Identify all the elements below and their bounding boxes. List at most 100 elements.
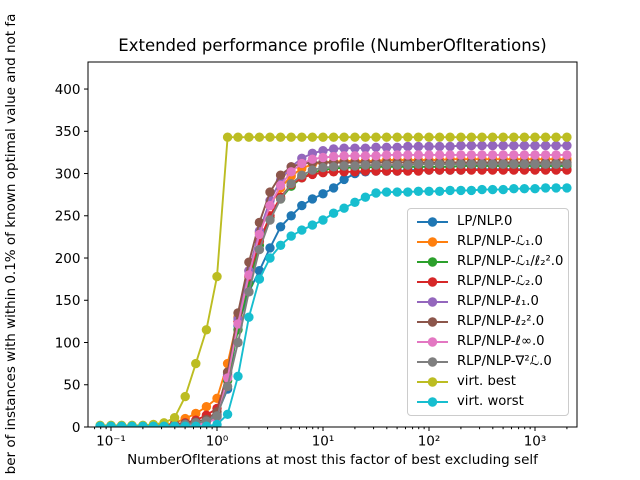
legend-label: RLP/NLP-ℓ₁.0 bbox=[457, 294, 539, 310]
data-point-marker bbox=[509, 132, 519, 142]
legend-item: LP/NLP.0 bbox=[416, 213, 568, 232]
data-point-marker bbox=[191, 358, 201, 369]
legend-item: RLP/NLP-ℓ₂².0 bbox=[416, 313, 568, 332]
data-point-marker bbox=[392, 132, 402, 142]
data-point-marker bbox=[275, 180, 286, 191]
data-point-marker bbox=[424, 141, 434, 152]
data-point-marker bbox=[434, 186, 445, 196]
data-point-marker bbox=[212, 271, 222, 282]
legend-line-marker-icon bbox=[417, 277, 448, 287]
data-point-marker bbox=[191, 421, 201, 427]
data-point-marker bbox=[116, 421, 127, 427]
data-point-marker bbox=[466, 185, 477, 196]
data-point-marker bbox=[477, 184, 487, 195]
data-point-marker bbox=[519, 159, 530, 169]
data-point-marker bbox=[540, 159, 551, 169]
y-tick-label: 0 bbox=[72, 420, 81, 436]
data-point-marker bbox=[477, 132, 487, 142]
data-point-marker bbox=[297, 225, 307, 235]
legend-label: RLP/NLP-ℒ₁.0 bbox=[457, 234, 543, 250]
legend-line-marker-icon bbox=[417, 337, 448, 347]
data-point-marker bbox=[265, 200, 275, 211]
data-point-marker bbox=[328, 144, 339, 154]
data-point-marker bbox=[530, 184, 540, 194]
legend-item: RLP/NLP-ℒ₂.0 bbox=[416, 273, 568, 292]
data-point-marker bbox=[519, 184, 530, 194]
legend-line-marker-icon bbox=[417, 217, 448, 227]
data-point-marker bbox=[297, 132, 307, 142]
data-point-marker bbox=[392, 187, 402, 197]
data-point-marker bbox=[339, 161, 349, 171]
data-point-marker bbox=[381, 187, 392, 197]
data-point-marker bbox=[371, 132, 381, 142]
data-point-marker bbox=[318, 215, 328, 225]
data-point-marker bbox=[413, 159, 424, 169]
data-point-marker bbox=[392, 160, 402, 170]
data-point-marker bbox=[254, 244, 265, 255]
data-point-marker bbox=[466, 140, 477, 151]
data-point-marker bbox=[392, 142, 402, 152]
data-point-marker bbox=[562, 183, 572, 193]
legend-label: LP/NLP.0 bbox=[457, 214, 513, 230]
data-point-marker bbox=[466, 150, 477, 160]
data-point-marker bbox=[350, 132, 360, 142]
x-tick-label: 10¹ bbox=[312, 434, 335, 450]
data-point-marker bbox=[509, 184, 519, 194]
data-point-marker bbox=[350, 143, 360, 153]
legend-item: RLP/NLP-ℓ₁.0 bbox=[416, 293, 568, 312]
data-point-marker bbox=[212, 411, 222, 421]
data-point-marker bbox=[244, 287, 254, 297]
data-point-marker bbox=[413, 141, 424, 152]
data-point-marker bbox=[360, 143, 371, 153]
data-point-marker bbox=[371, 151, 381, 161]
data-point-marker bbox=[498, 132, 508, 142]
data-point-marker bbox=[138, 421, 148, 427]
data-point-marker bbox=[360, 192, 371, 202]
data-point-marker bbox=[180, 421, 190, 427]
data-point-marker bbox=[434, 141, 445, 152]
data-point-marker bbox=[530, 159, 540, 169]
y-tick-label: 300 bbox=[55, 166, 81, 182]
data-point-marker bbox=[456, 185, 466, 196]
data-point-marker bbox=[466, 132, 477, 142]
data-point-marker bbox=[169, 421, 180, 427]
data-point-marker bbox=[318, 146, 328, 156]
y-tick-label: 50 bbox=[63, 378, 80, 394]
data-point-marker bbox=[530, 132, 540, 142]
x-tick-label: 10² bbox=[418, 434, 441, 450]
y-tick-label: 100 bbox=[55, 335, 81, 351]
legend-label: RLP/NLP-ℓ₂².0 bbox=[457, 314, 545, 330]
legend-label: RLP/NLP-∇²ℒ.0 bbox=[457, 354, 552, 370]
data-point-marker bbox=[381, 142, 392, 152]
legend-line-marker-icon bbox=[417, 357, 448, 367]
data-point-marker bbox=[540, 150, 551, 160]
data-point-marker bbox=[434, 159, 445, 169]
data-point-marker bbox=[403, 141, 413, 152]
data-point-marker bbox=[424, 159, 434, 169]
data-point-marker bbox=[265, 215, 275, 225]
data-point-marker bbox=[265, 132, 275, 142]
data-point-marker bbox=[265, 187, 275, 197]
legend-line-marker-icon bbox=[417, 317, 448, 327]
data-point-marker bbox=[551, 183, 561, 193]
axes-spines bbox=[87, 61, 578, 428]
data-point-marker bbox=[95, 421, 105, 427]
legend-item: RLP/NLP-∇²ℒ.0 bbox=[416, 353, 568, 372]
data-point-marker bbox=[381, 160, 392, 170]
data-point-marker bbox=[498, 140, 508, 151]
y-tick-label: 200 bbox=[55, 251, 81, 267]
data-point-marker bbox=[350, 151, 360, 161]
data-point-marker bbox=[307, 165, 318, 175]
data-point-marker bbox=[487, 150, 498, 160]
data-point-marker bbox=[360, 132, 371, 142]
data-point-marker bbox=[456, 140, 466, 151]
data-point-marker bbox=[180, 391, 190, 402]
x-tick-label: 10⁻¹ bbox=[96, 434, 126, 450]
data-point-marker bbox=[318, 189, 328, 199]
data-point-marker bbox=[371, 188, 381, 198]
data-point-marker bbox=[562, 159, 572, 169]
data-point-marker bbox=[286, 167, 296, 177]
data-point-marker bbox=[275, 222, 286, 232]
